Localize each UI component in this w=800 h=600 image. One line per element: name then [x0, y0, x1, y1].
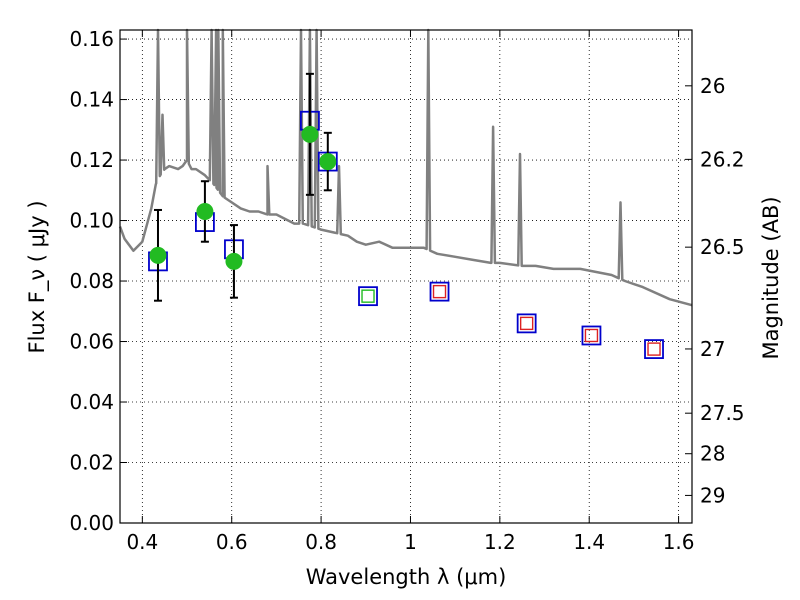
model-square [358, 286, 378, 307]
mag-tick-label: 28 [700, 442, 725, 466]
x-tick-label: 1 [404, 530, 417, 554]
data-point [149, 246, 167, 264]
model-square [516, 313, 537, 334]
y-axis: 0.00 0.02 0.04 0.06 0.08 0.10 0.12 0.14 0.16 [69, 27, 127, 535]
x-tick-label: 1.2 [484, 530, 516, 554]
model-spectrum [118, 28, 693, 307]
model-square [644, 339, 664, 359]
x-axis: 0.4 0.6 0.8 1 1.2 1.4 1.6 [126, 30, 695, 554]
y2-axis-label: Magnitude (AB) [759, 196, 783, 359]
y-tick-label: 0.10 [69, 209, 114, 233]
y-tick-label: 0.04 [69, 390, 114, 414]
plot-frame [119, 29, 693, 524]
data-point [301, 125, 319, 143]
limit-square [432, 284, 447, 299]
x-tick-label: 1.4 [573, 530, 605, 554]
x-tick-label: 0.8 [305, 530, 337, 554]
y-tick-label: 0.16 [69, 27, 114, 51]
spectrum-line [118, 28, 693, 307]
y-tick-label: 0.02 [69, 451, 114, 475]
mag-tick-label: 26.2 [700, 147, 745, 171]
data-points [148, 72, 664, 359]
mag-tick-label: 29 [700, 483, 725, 507]
mag-tick-label: 27.5 [700, 401, 745, 425]
data-point [196, 202, 214, 220]
x-axis-label: Wavelength λ (μm) [306, 565, 507, 589]
model-square [429, 281, 450, 302]
y-tick-label: 0.06 [69, 330, 114, 354]
x-tick-label: 0.6 [216, 530, 248, 554]
mag-tick-label: 26 [700, 74, 725, 98]
data-point [319, 153, 337, 171]
x-tick-label: 1.6 [663, 530, 695, 554]
limit-square [584, 328, 599, 343]
x-tick-label: 0.4 [126, 530, 158, 554]
limit-square [361, 289, 375, 303]
magnitude-axis: 26 26.2 26.5 27 27.5 28 29 [685, 74, 745, 507]
y-tick-label: 0.12 [69, 148, 114, 172]
limit-square [519, 316, 534, 331]
y-tick-label: 0.14 [69, 88, 114, 112]
mag-tick-label: 26.5 [700, 235, 745, 259]
model-square [581, 325, 602, 346]
limit-square [647, 342, 661, 356]
mag-tick-label: 27 [700, 337, 725, 361]
y-tick-label: 0.00 [69, 511, 114, 535]
data-point [225, 252, 243, 270]
y-axis-label: Flux F_ν ( μJy ) [25, 200, 50, 353]
y-tick-label: 0.08 [69, 269, 114, 293]
